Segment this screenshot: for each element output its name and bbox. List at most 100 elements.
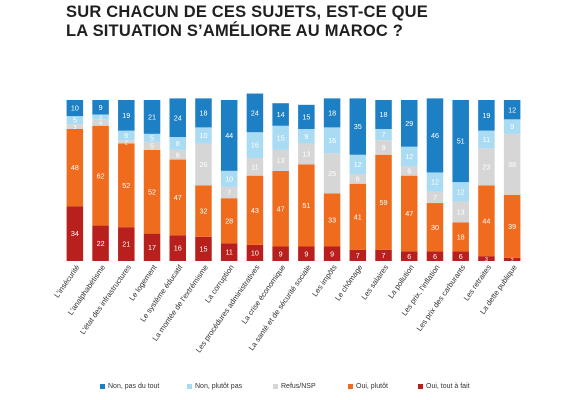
chart-legend: Non, pas du tout Non, plutôt pas Refus/NSP… <box>0 383 564 397</box>
bar-segment-oui-plut-t-2 <box>92 125 109 226</box>
data-label: 19 <box>122 111 130 120</box>
bar-segment-oui-tout-fait-16 <box>452 251 469 261</box>
bar-segment-non-pas-du-tout-10 <box>298 104 315 129</box>
data-label: 7 <box>433 193 437 202</box>
data-label: 4 <box>99 121 102 127</box>
bar-segment-refus-nsp-9 <box>272 149 289 171</box>
bar-segment-oui-tout-fait-12 <box>349 249 367 261</box>
bar-segment-oui-tout-fait-5 <box>169 235 186 261</box>
bar-segment-non-plut-t-pas-5 <box>169 137 186 150</box>
legend-item-3: Refus/NSP <box>273 383 316 390</box>
data-label: 3 <box>485 257 488 263</box>
legend-item-2: Non, plutôt pas <box>187 383 242 390</box>
bar-segment-non-pas-du-tout-7 <box>220 100 238 171</box>
bar-segment-non-pas-du-tout-12 <box>349 98 367 155</box>
bar-segment-oui-plut-t-8 <box>246 175 264 245</box>
category-label-3: L'état des infrastructures <box>78 263 133 336</box>
legend-item-5: Oui, tout à fait <box>418 383 470 390</box>
bar-segment-oui-tout-fait-7 <box>220 243 238 261</box>
data-label: 44 <box>482 216 490 225</box>
data-label: 16 <box>328 136 336 145</box>
bar-segment-oui-tout-fait-8 <box>246 244 264 261</box>
data-label: 59 <box>380 198 388 207</box>
bar-segment-oui-tout-fait-1 <box>66 206 84 261</box>
data-label: 24 <box>174 113 182 122</box>
data-label: 2 <box>125 140 128 146</box>
bar-segment-non-plut-t-pas-13 <box>375 128 392 141</box>
data-label: 12 <box>354 160 362 169</box>
data-label: 35 <box>354 122 362 131</box>
bar-segment-non-pas-du-tout-11 <box>323 98 341 128</box>
data-label: 25 <box>328 169 336 178</box>
data-label: 15 <box>302 113 310 122</box>
bar-segment-non-plut-t-pas-3 <box>118 130 135 141</box>
bar-segment-non-plut-t-pas-2 <box>92 114 109 120</box>
data-label: 10 <box>225 174 233 183</box>
bar-segment-refus-nsp-4 <box>143 141 161 150</box>
data-label: 12 <box>457 187 465 196</box>
data-label: 9 <box>382 143 386 152</box>
bar-segment-non-plut-t-pas-6 <box>195 127 212 144</box>
data-label: 16 <box>251 141 259 150</box>
legend-item-4: Oui, plutôt <box>348 383 388 390</box>
category-label-11: Les impôts <box>310 263 339 298</box>
data-label: 13 <box>302 150 310 159</box>
data-label: 9 <box>279 249 283 258</box>
data-label: 24 <box>251 108 259 117</box>
bar-segment-non-plut-t-pas-11 <box>323 127 341 154</box>
bar-segment-non-pas-du-tout-4 <box>143 100 161 134</box>
data-label: 11 <box>225 248 232 257</box>
bar-segment-non-pas-du-tout-17 <box>478 100 495 131</box>
bar-segment-non-pas-du-tout-3 <box>118 100 135 131</box>
data-label: 18 <box>457 232 465 241</box>
bar-segment-refus-nsp-3 <box>118 140 135 144</box>
bar-segment-refus-nsp-17 <box>478 148 495 186</box>
data-label: 43 <box>251 206 259 215</box>
data-label: 38 <box>508 160 516 169</box>
bar-segment-non-pas-du-tout-14 <box>401 100 418 147</box>
bar-segment-refus-nsp-6 <box>195 143 212 186</box>
bar-segment-non-plut-t-pas-7 <box>220 170 238 187</box>
data-label: 18 <box>380 110 388 119</box>
data-label: 23 <box>482 162 490 171</box>
bar-segment-oui-tout-fait-9 <box>272 246 289 261</box>
bar-segment-non-pas-du-tout-5 <box>169 98 186 138</box>
data-label: 29 <box>405 119 413 128</box>
bar-segment-oui-plut-t-15 <box>426 203 444 252</box>
data-label: 12 <box>431 178 439 187</box>
data-label: 6 <box>407 252 411 261</box>
bar-segment-non-plut-t-pas-9 <box>272 125 289 150</box>
bar-segment-refus-nsp-11 <box>323 153 341 194</box>
data-label: 7 <box>227 188 231 197</box>
bar-segment-refus-nsp-16 <box>452 201 469 223</box>
data-label: 47 <box>174 193 182 202</box>
bar-segment-oui-tout-fait-10 <box>298 246 315 261</box>
data-label: 6 <box>124 131 128 140</box>
data-label: 46 <box>431 131 439 140</box>
bar-segment-oui-plut-t-7 <box>220 198 238 244</box>
data-label: 16 <box>174 244 182 253</box>
bar-segment-non-plut-t-pas-8 <box>246 132 264 158</box>
data-label: 11 <box>251 162 258 171</box>
bar-segment-oui-tout-fait-2 <box>92 225 109 261</box>
bar-segment-refus-nsp-15 <box>426 191 444 204</box>
data-label: 9 <box>304 132 308 141</box>
data-label: 13 <box>457 208 465 217</box>
legend-label: Oui, tout à fait <box>426 383 470 390</box>
data-label: 8 <box>176 139 180 148</box>
data-label: 18 <box>199 108 207 117</box>
legend-label: Non, plutôt pas <box>195 383 243 390</box>
bar-segment-refus-nsp-14 <box>401 166 418 176</box>
data-label: 6 <box>356 174 360 183</box>
legend-swatch <box>348 384 353 389</box>
chart-title-line-1: SUR CHACUN DE CES SUJETS, EST-CE QUE <box>66 3 429 21</box>
bar-segment-non-pas-du-tout-1 <box>66 100 84 117</box>
bar-segment-oui-plut-t-1 <box>66 128 84 207</box>
bar-segment-oui-plut-t-4 <box>143 149 161 234</box>
data-label: 6 <box>176 150 180 159</box>
data-label: 51 <box>457 137 465 146</box>
data-label: 32 <box>199 207 207 216</box>
bar-segment-non-plut-t-pas-10 <box>298 128 315 144</box>
legend-label: Non, pas du tout <box>108 383 160 390</box>
data-label: 39 <box>508 222 516 231</box>
